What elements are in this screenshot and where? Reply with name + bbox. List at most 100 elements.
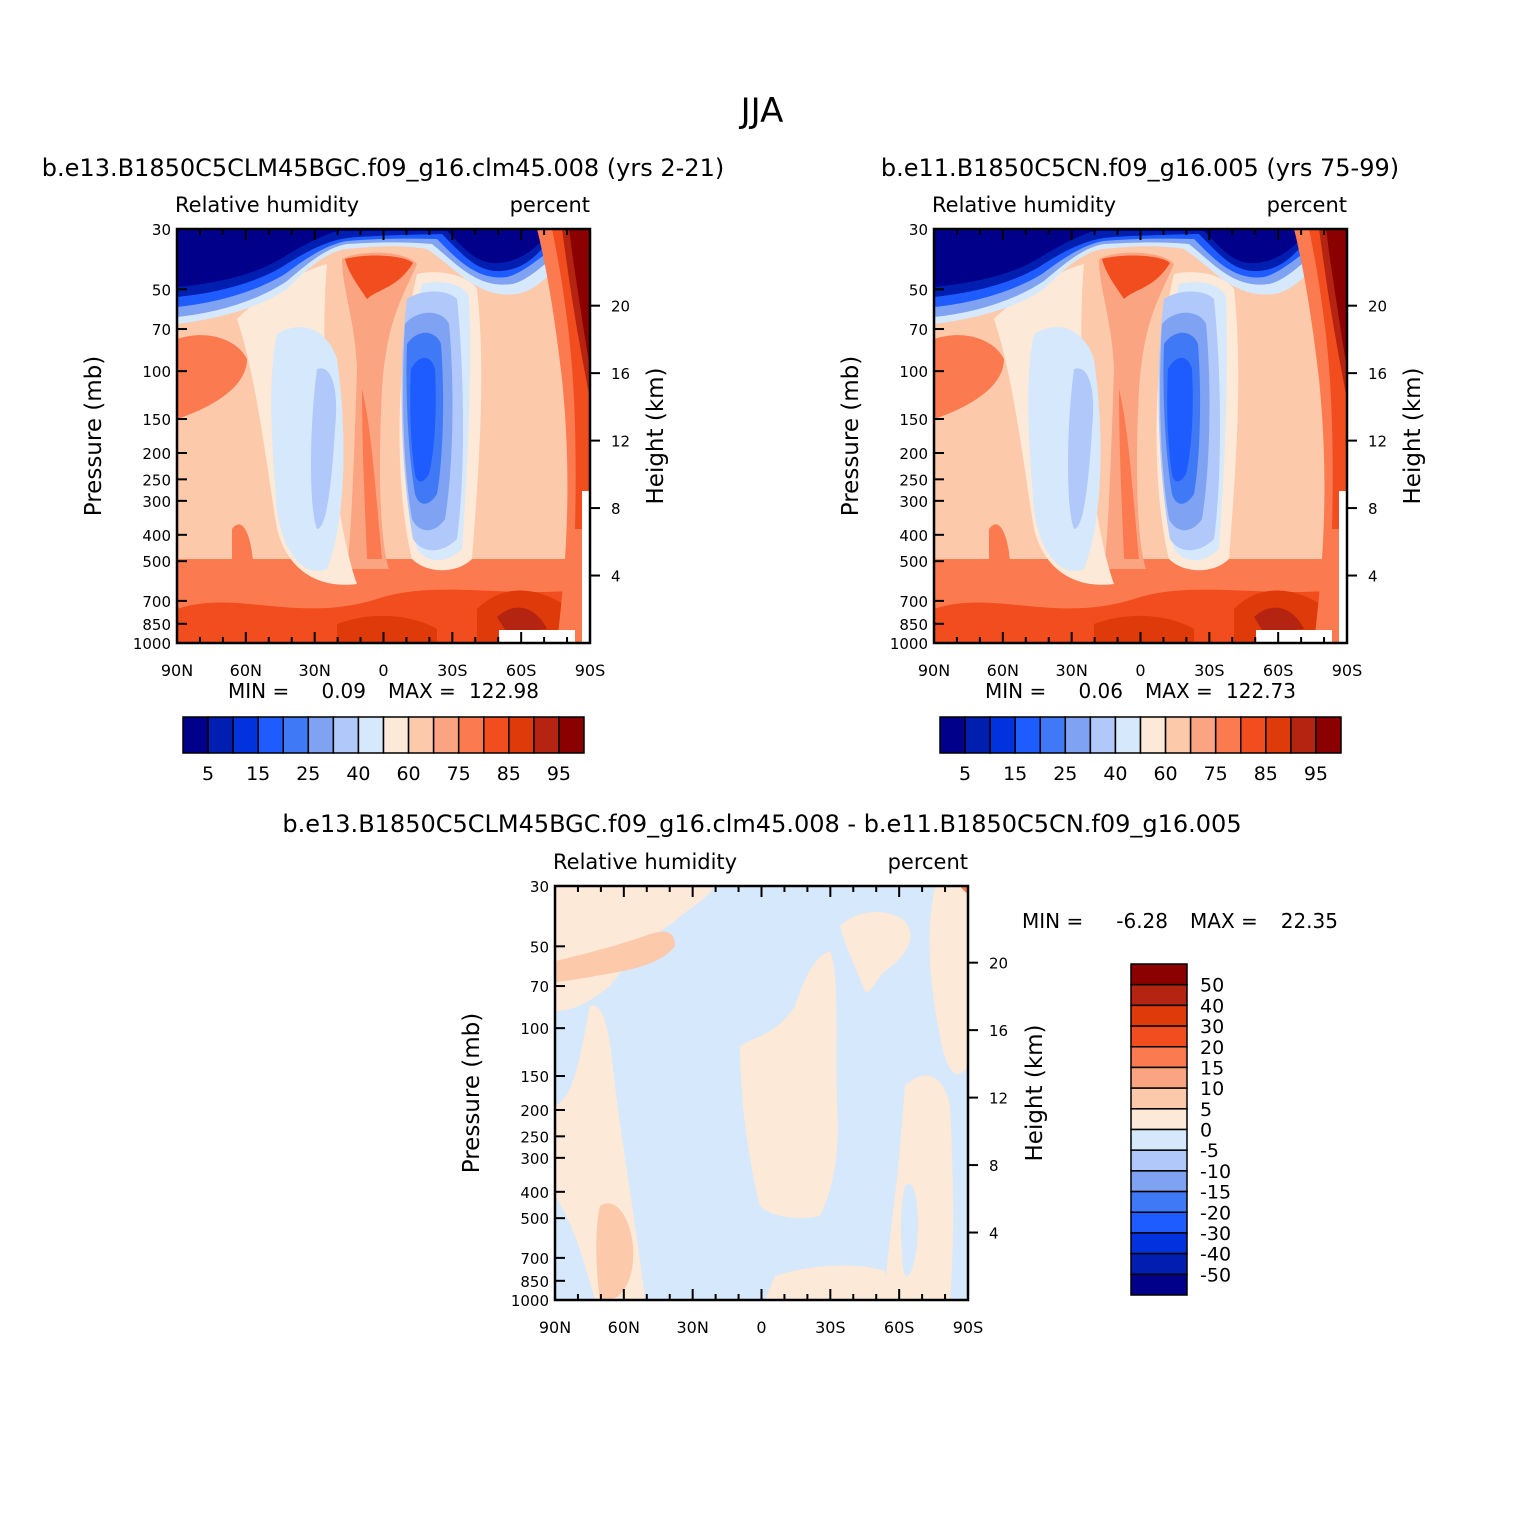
pressure-tick-label: 70 — [530, 978, 549, 996]
latitude-tick-label: 0 — [378, 661, 388, 680]
colorbar-swatch — [307, 716, 335, 754]
colorbar-swatch — [432, 716, 460, 754]
colorbar-label: -10 — [1200, 1161, 1231, 1183]
colorbar-swatch — [1130, 963, 1188, 986]
pressure-tick-label: 250 — [520, 1128, 549, 1146]
pressure-tick-label: 850 — [899, 616, 928, 634]
colorbar-swatch — [232, 716, 259, 754]
latitude-tick-label: 60N — [608, 1318, 640, 1337]
colorbar-swatch — [1164, 716, 1192, 754]
height-tick-label: 20 — [1368, 298, 1387, 316]
colorbar-swatch — [332, 716, 360, 754]
colorbar-swatch — [1130, 1190, 1188, 1213]
pressure-tick-label: 500 — [899, 553, 928, 571]
latitude-tick-label: 60S — [884, 1318, 915, 1337]
colorbar-swatch — [1130, 1273, 1188, 1296]
colorbar-label: -50 — [1200, 1264, 1231, 1286]
colorbar-label: 40 — [1103, 763, 1127, 785]
colorbar-label: 5 — [1200, 1099, 1212, 1121]
panel-2-variable-label: Relative humidity — [932, 193, 1116, 217]
colorbar-label: 75 — [1204, 763, 1228, 785]
page-title: JJA — [739, 91, 784, 131]
colorbar-label: 30 — [1200, 1016, 1224, 1038]
panel-1-right-axis-label: Height (km) — [643, 367, 669, 504]
latitude-tick-label: 30N — [1056, 661, 1088, 680]
panel-1-units-label: percent — [510, 193, 590, 217]
colorbar-label: 95 — [1304, 763, 1328, 785]
colorbar-label: 25 — [296, 763, 320, 785]
colorbar-swatch — [1130, 1108, 1188, 1131]
latitude-tick-label: 30S — [437, 661, 468, 680]
latitude-tick-label: 60N — [987, 661, 1019, 680]
pressure-tick-label: 30 — [909, 221, 928, 239]
height-tick-label: 12 — [1368, 433, 1387, 451]
colorbar-label: 10 — [1200, 1078, 1224, 1100]
panel-1: b.e13.B1850C5CLM45BGC.f09_g16.clm45.008 … — [42, 154, 724, 785]
colorbar-label: -30 — [1200, 1223, 1231, 1245]
pressure-tick-label: 100 — [899, 363, 928, 381]
pressure-tick-label: 200 — [520, 1102, 549, 1120]
height-tick-label: 16 — [989, 1022, 1008, 1040]
colorbar-swatch — [939, 716, 966, 754]
colorbar-label: 20 — [1200, 1037, 1224, 1059]
colorbar-label: 15 — [1003, 763, 1027, 785]
colorbar-swatch — [1089, 716, 1117, 754]
pressure-tick-label: 1000 — [511, 1292, 549, 1310]
height-tick-label: 4 — [989, 1225, 999, 1243]
pressure-tick-label: 100 — [142, 363, 171, 381]
panel-2: b.e11.B1850C5CN.f09_g16.005 (yrs 75-99) … — [838, 154, 1426, 785]
panel-1-max-value: 122.98 — [469, 679, 539, 703]
colorbar-swatch — [1130, 983, 1188, 1007]
colorbar-swatch — [1130, 1046, 1188, 1069]
colorbar-swatch — [483, 716, 510, 754]
panel-2-min-value: 0.06 — [1078, 679, 1123, 703]
panel-1-height-ticks: 20 16 12 8 4 — [590, 298, 630, 586]
latitude-tick-label: 0 — [1135, 661, 1145, 680]
colorbar-swatch — [407, 716, 435, 754]
panel-3-latitude-ticks: 90N 60N 30N 0 30S 60S 90S — [539, 886, 983, 1337]
colorbar-label: 25 — [1053, 763, 1077, 785]
panel-2-y-axis-label: Pressure (mb) — [838, 356, 864, 516]
height-tick-label: 16 — [611, 365, 630, 383]
panel-3: b.e13.B1850C5CLM45BGC.f09_g16.clm45.008 … — [282, 810, 1338, 1337]
latitude-tick-label: 90N — [161, 661, 193, 680]
panel-3-y-axis-label: Pressure (mb) — [459, 1013, 485, 1173]
colorbar-swatch — [1130, 1087, 1188, 1110]
colorbar-label: 75 — [447, 763, 471, 785]
panel-3-min-value: -6.28 — [1116, 909, 1168, 933]
colorbar-swatch — [282, 716, 310, 754]
height-tick-label: 12 — [611, 433, 630, 451]
panel-3-right-axis-label: Height (km) — [1022, 1024, 1048, 1161]
panel-2-title: b.e11.B1850C5CN.f09_g16.005 (yrs 75-99) — [881, 154, 1399, 182]
pressure-tick-label: 850 — [142, 616, 171, 634]
colorbar-label: 95 — [547, 763, 571, 785]
colorbar-label: -15 — [1200, 1182, 1231, 1204]
colorbar-swatch — [1130, 1232, 1188, 1255]
panel-3-title: b.e13.B1850C5CLM45BGC.f09_g16.clm45.008 … — [282, 810, 1241, 838]
latitude-tick-label: 30S — [815, 1318, 846, 1337]
panel-2-height-ticks: 20 16 12 8 4 — [1347, 298, 1387, 586]
height-tick-label: 12 — [989, 1090, 1008, 1108]
colorbar-swatch — [989, 716, 1016, 754]
colorbar-swatch — [1315, 716, 1342, 754]
panel-3-variable-label: Relative humidity — [553, 850, 737, 874]
colorbar-swatch — [1130, 1004, 1188, 1027]
colorbar-swatch — [1240, 716, 1267, 754]
height-tick-label: 20 — [989, 955, 1008, 973]
pressure-tick-label: 1000 — [890, 635, 928, 653]
pressure-tick-label: 400 — [520, 1184, 549, 1202]
pressure-tick-label: 30 — [530, 878, 549, 896]
panel-3-units-label: percent — [888, 850, 968, 874]
colorbar-swatch — [1214, 716, 1242, 754]
panel-1-title: b.e13.B1850C5CLM45BGC.f09_g16.clm45.008 … — [42, 154, 724, 182]
panel-1-min-label: MIN = — [228, 679, 289, 703]
colorbar-label: 5 — [202, 763, 214, 785]
pressure-tick-label: 100 — [520, 1020, 549, 1038]
colorbar-swatch — [1290, 716, 1317, 754]
colorbar-swatch — [207, 716, 234, 754]
panel-1-latitude-ticks: 90N 60N 30N 0 30S 60S 90S — [161, 229, 605, 680]
pressure-tick-label: 50 — [530, 938, 549, 956]
pressure-tick-label: 150 — [899, 411, 928, 429]
colorbar-swatch — [1130, 1025, 1188, 1048]
